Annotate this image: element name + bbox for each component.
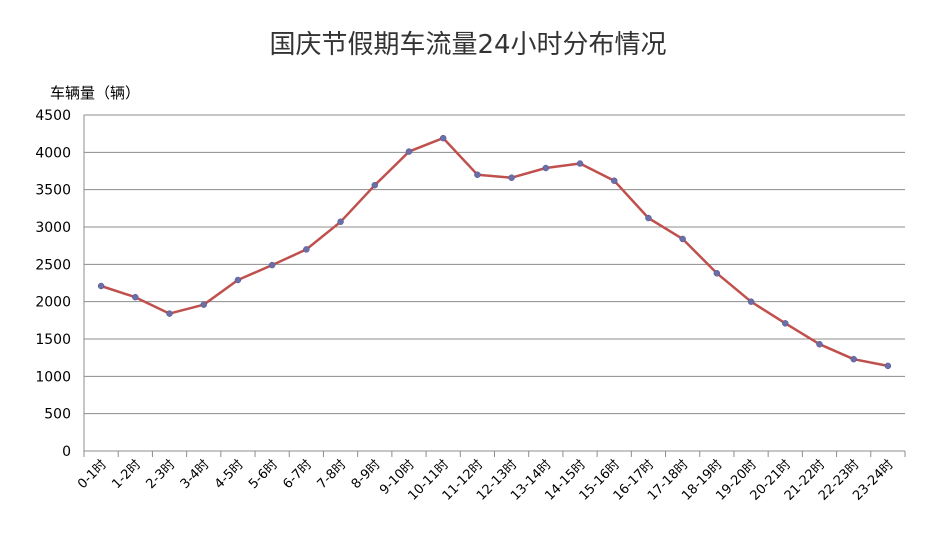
- y-tick-label: 3500: [35, 183, 71, 199]
- data-point: [268, 261, 276, 269]
- y-tick-label: 1000: [35, 369, 71, 385]
- data-point: [234, 276, 242, 284]
- y-tick-label: 500: [44, 407, 71, 423]
- data-point: [474, 171, 481, 178]
- x-tick-label: 1-2时: [109, 457, 144, 492]
- data-point: [884, 362, 892, 370]
- x-tick-label: 7-8时: [315, 457, 350, 492]
- data-point: [166, 310, 173, 317]
- y-tick-label: 3000: [35, 220, 71, 236]
- x-tick-label: 0-1时: [75, 457, 110, 492]
- y-tick-label: 4000: [35, 145, 71, 161]
- y-tick-label: 2000: [35, 295, 71, 311]
- data-point: [303, 246, 310, 253]
- x-tick-label: 4-5时: [212, 457, 247, 492]
- data-point: [679, 235, 686, 243]
- data-point: [371, 181, 379, 189]
- data-point: [337, 218, 344, 226]
- data-point: [97, 282, 105, 290]
- data-point: [747, 298, 755, 305]
- data-point: [816, 340, 823, 348]
- data-point: [132, 293, 139, 301]
- y-tick-label: 1500: [35, 332, 71, 348]
- data-point: [782, 320, 789, 327]
- x-tick-label: 3-4时: [178, 457, 213, 492]
- x-tick-label: 2-3时: [144, 457, 179, 492]
- x-tick-labels: 0-1时 1-2时 2-3时 3-4时 4-5时 5-6时 6-7时 7-8时 8-9时9-10…: [75, 457, 897, 504]
- data-point: [200, 301, 207, 308]
- y-tick-label: 4500: [35, 108, 71, 124]
- x-tick-label: 6-7时: [280, 457, 315, 492]
- data-point: [576, 160, 584, 167]
- data-point: [850, 355, 857, 363]
- y-tick-labels: 0 500 1000 1500 2000 2500 3000 3500 4000 4500: [35, 108, 71, 460]
- data-point: [508, 174, 515, 181]
- chart-title: 国庆节假期车流量24小时分布情况: [269, 30, 666, 60]
- y-tick-label: 2500: [35, 257, 71, 273]
- data-point: [405, 148, 413, 155]
- data-point: [713, 270, 721, 277]
- y-tick-label: 0: [62, 444, 71, 460]
- data-point: [439, 134, 447, 142]
- data-point: [542, 164, 550, 172]
- y-axis-label: 车辆量（辆）: [50, 84, 140, 102]
- data-point: [610, 177, 618, 184]
- data-point: [645, 214, 652, 222]
- x-tick-label: 5-6时: [246, 457, 281, 492]
- gridlines: [83, 114, 906, 457]
- series-revenue: [97, 134, 892, 370]
- series-line: [100, 136, 889, 368]
